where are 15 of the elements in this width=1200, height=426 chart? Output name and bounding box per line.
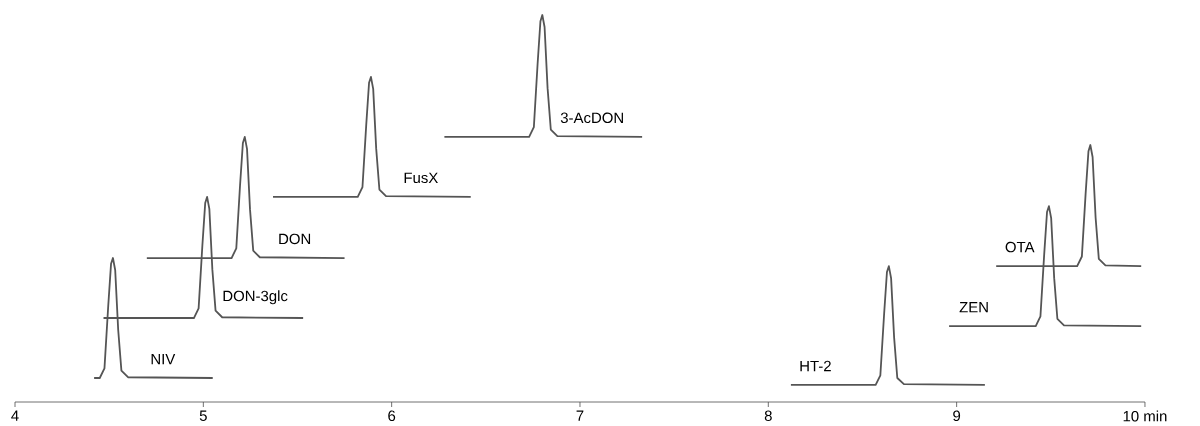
series-label: FusX <box>404 172 438 184</box>
x-tick-label: 5 <box>199 410 207 421</box>
x-tick-label: 9 <box>953 410 961 422</box>
x-tick-label: 8 <box>764 410 772 422</box>
series-label: HT-2 <box>800 360 831 372</box>
series-label: DON <box>279 233 311 245</box>
series-label: OTA <box>1005 241 1035 253</box>
x-tick-label: 7 <box>576 410 584 421</box>
series-label: NIV <box>151 353 176 365</box>
x-tick-label: 6 <box>388 410 396 422</box>
x-tick-label: 10 min <box>1123 410 1167 422</box>
series-label: 3-AcDON <box>560 112 623 124</box>
series-label: ZEN <box>959 302 988 313</box>
x-tick-label: 4 <box>11 410 19 421</box>
series-label: DON-3glc <box>223 290 288 305</box>
